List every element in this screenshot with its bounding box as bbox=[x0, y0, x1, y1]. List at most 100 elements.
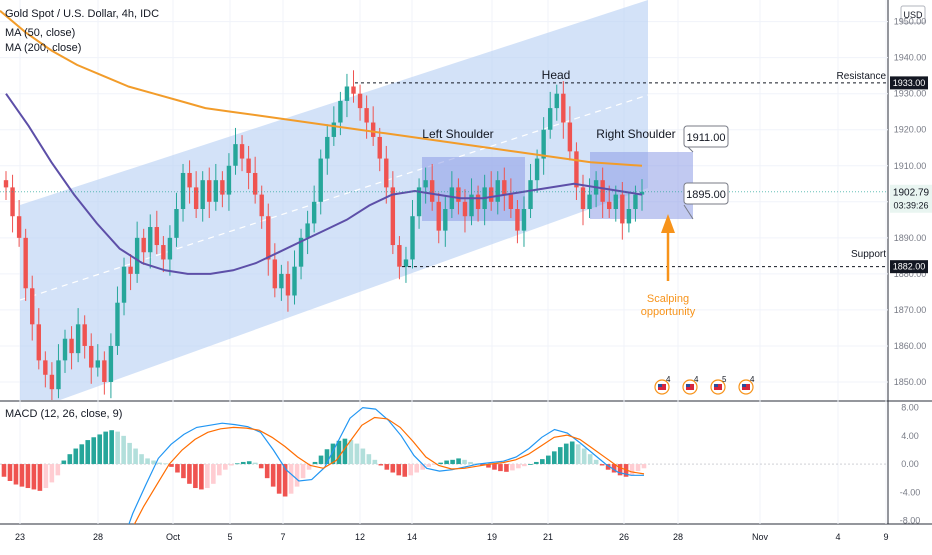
candle bbox=[121, 257, 127, 316]
signal-line bbox=[133, 416, 645, 524]
macd-tick: 0.00 bbox=[901, 459, 919, 469]
macd-legend[interactable]: MACD (12, 26, close, 9) bbox=[5, 408, 122, 420]
callout-upper[interactable] bbox=[683, 125, 729, 148]
macd-histogram-bar bbox=[408, 464, 414, 476]
candle bbox=[180, 163, 186, 222]
macd-histogram-bar bbox=[121, 435, 126, 465]
candle bbox=[318, 149, 323, 215]
candle bbox=[390, 171, 396, 255]
candle bbox=[305, 210, 310, 255]
time-tick: 28 bbox=[93, 532, 103, 542]
candle bbox=[449, 171, 455, 219]
us-flag-icon[interactable]: 4 bbox=[738, 375, 755, 395]
ma200-legend[interactable]: MA (200, close) bbox=[5, 42, 81, 54]
candle bbox=[574, 142, 579, 200]
macd-histogram-bar bbox=[169, 464, 174, 467]
callout-lower[interactable] bbox=[683, 182, 729, 205]
macd-histogram-bar bbox=[157, 462, 162, 465]
candle bbox=[128, 254, 133, 291]
price-tick: 1930.00 bbox=[894, 89, 927, 99]
macd-histogram-bar bbox=[276, 464, 282, 494]
macd-histogram-bar bbox=[605, 464, 611, 470]
time-axis[interactable]: 23 28 Oct 5 7 12 14 19 21 26 28 Nov 4 9 bbox=[15, 532, 889, 542]
scalping-arrow-icon bbox=[661, 214, 675, 233]
time-tick: 14 bbox=[407, 532, 417, 542]
candle bbox=[82, 315, 87, 359]
right-shoulder-label: Right Shoulder bbox=[596, 127, 675, 141]
macd-histogram-bar bbox=[462, 459, 467, 465]
macd-histogram-bar bbox=[444, 460, 449, 465]
last-price-tag bbox=[890, 184, 932, 213]
macd-histogram-bar bbox=[294, 464, 300, 487]
macd-histogram-bar bbox=[587, 454, 593, 465]
scalping-label-line1: Scalping bbox=[647, 293, 689, 305]
macd-histogram-bar bbox=[420, 464, 425, 470]
candle bbox=[607, 185, 612, 219]
ma200-line bbox=[0, 10, 643, 167]
candle bbox=[272, 243, 278, 298]
event-count: 5 bbox=[722, 375, 727, 384]
candle bbox=[580, 174, 586, 226]
macd-histogram-bar bbox=[563, 443, 569, 465]
candle bbox=[633, 185, 638, 222]
price-tick: 1890.00 bbox=[894, 233, 927, 243]
macd-histogram-bar bbox=[234, 463, 240, 465]
macd-histogram-bar bbox=[372, 459, 378, 465]
macd-histogram-bar bbox=[384, 464, 390, 470]
candle bbox=[187, 160, 192, 204]
economic-events: 4 4 5 4 bbox=[654, 375, 755, 395]
macd-histogram-bar bbox=[139, 454, 144, 465]
candle bbox=[587, 178, 592, 219]
price-tick: 1880.00 bbox=[894, 269, 927, 279]
macd-histogram-bar bbox=[73, 448, 79, 465]
candle bbox=[370, 106, 376, 146]
candle bbox=[600, 167, 605, 219]
us-flag-icon[interactable]: 4 bbox=[682, 375, 699, 395]
currency-button[interactable] bbox=[900, 5, 926, 24]
macd-histogram-bar bbox=[163, 463, 168, 465]
macd-histogram-bar bbox=[85, 440, 91, 465]
candle bbox=[141, 228, 146, 265]
candle bbox=[36, 308, 41, 370]
macd-histogram-bar bbox=[581, 448, 587, 465]
ascending-channel[interactable] bbox=[20, 0, 648, 400]
candle bbox=[43, 351, 48, 388]
candle bbox=[154, 210, 160, 255]
candle bbox=[148, 214, 153, 269]
time-tick: Oct bbox=[166, 532, 181, 542]
macd-histogram-bar bbox=[456, 458, 461, 465]
macd-histogram-bar bbox=[79, 444, 85, 465]
ma50-line bbox=[5, 93, 643, 275]
candle bbox=[207, 167, 212, 219]
us-flag-icon[interactable]: 5 bbox=[710, 375, 727, 395]
us-flag-icon[interactable]: 4 bbox=[654, 375, 671, 395]
candle bbox=[285, 261, 291, 312]
support-price-tag bbox=[890, 260, 928, 274]
macd-histogram-bar bbox=[414, 464, 420, 473]
macd-axis: 8.00 4.00 0.00 -4.00 -8.00 bbox=[900, 403, 921, 526]
candlestick-series bbox=[3, 70, 645, 400]
bar-countdown-text: 03:39:26 bbox=[893, 201, 928, 211]
candle bbox=[456, 178, 461, 215]
macd-histogram-bar bbox=[348, 440, 354, 465]
macd-tick: -8.00 bbox=[900, 515, 921, 525]
candle bbox=[357, 84, 363, 121]
resistance-price-tag-text: 1933.00 bbox=[893, 78, 926, 88]
macd-histogram-bar bbox=[354, 443, 360, 465]
time-tick: 26 bbox=[619, 532, 629, 542]
macd-histogram-bar bbox=[282, 464, 288, 497]
macd-histogram-bar bbox=[13, 464, 19, 485]
macd-histogram-bar bbox=[468, 461, 473, 465]
ma50-legend[interactable]: MA (50, close) bbox=[5, 27, 75, 39]
macd-tick: -4.00 bbox=[900, 487, 921, 497]
candle bbox=[49, 362, 55, 400]
macd-histogram-bar bbox=[145, 458, 150, 465]
candle bbox=[548, 91, 553, 139]
currency-label: USD bbox=[903, 10, 923, 20]
candle bbox=[384, 145, 389, 204]
macd-tick: 8.00 bbox=[901, 403, 919, 413]
candle bbox=[626, 192, 632, 233]
macd-histogram-bar bbox=[617, 464, 623, 476]
macd-histogram-bar bbox=[193, 464, 198, 489]
